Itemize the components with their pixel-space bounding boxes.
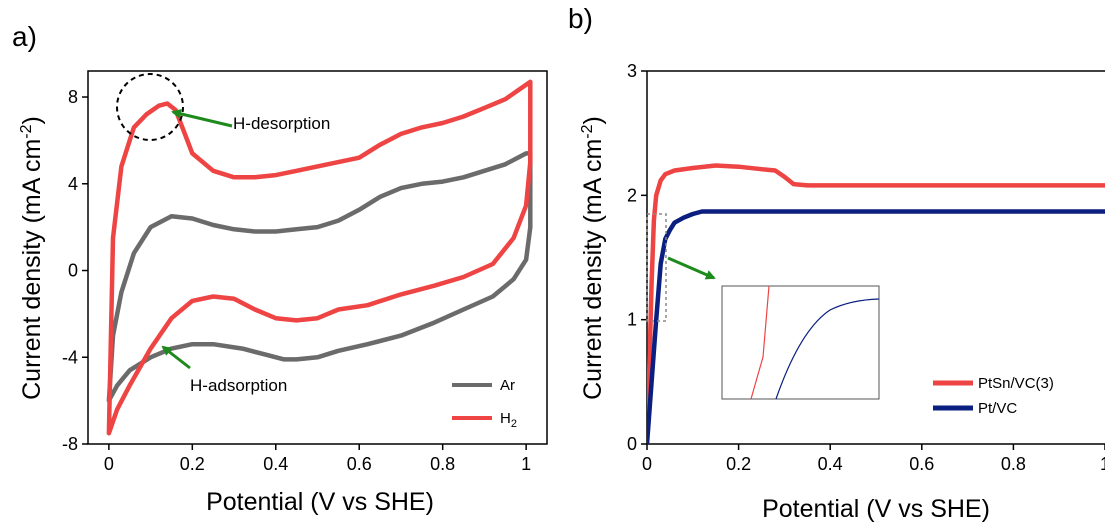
- zoom-region-box: [646, 213, 667, 322]
- panel-b-y-tick-label: 2: [627, 185, 637, 205]
- panel-a-x-axis-label: Potential (V vs SHE): [206, 488, 434, 516]
- zoom-inset: [721, 285, 880, 400]
- legend-h2-label: H2: [500, 410, 517, 430]
- panel-a-label: a): [12, 21, 37, 52]
- panel-a-y-axis-label: Current density (mA cm-2): [18, 116, 46, 400]
- panel-a-y-tick-label: 4: [68, 174, 78, 194]
- panel-a-series-ar: [106, 151, 533, 403]
- desorption-dashed-circle: [116, 73, 184, 141]
- panel-b-x-tick-label: 0.2: [726, 454, 751, 474]
- panel-b-x-tick-label: 1: [1100, 454, 1105, 474]
- panel-b-x-tick-label: 0: [642, 454, 652, 474]
- panel-b-x-tick-label: 0.4: [818, 454, 843, 474]
- panel-a-x-tick-label: 0.8: [430, 454, 455, 474]
- zoom-inset-pt-line: [775, 298, 880, 400]
- desorption-arrow: [171, 108, 233, 128]
- legend-ptsn-label: PtSn/VC(3): [978, 375, 1054, 392]
- panel-b-y-tick-label: 1: [627, 310, 637, 330]
- panel-a-legend: Ar H2: [452, 377, 517, 430]
- panel-b-x-tick-label: 0.6: [909, 454, 934, 474]
- panel-b-y-tick-label: 3: [627, 61, 637, 81]
- panel-a-y-tick-label: 0: [68, 261, 78, 281]
- adsorption-annotation: H-adsorption: [190, 376, 287, 395]
- panel-a-x-tick-label: 0: [104, 454, 114, 474]
- panel-b-label: b): [568, 3, 593, 34]
- panel-b-x-axis-label: Potential (V vs SHE): [762, 495, 990, 523]
- panel-a-y-tick-label: 8: [68, 87, 78, 107]
- legend-ar-label: Ar: [500, 377, 515, 394]
- zoom-inset-ptsn-line: [750, 285, 770, 400]
- zoom-arrow: [667, 256, 716, 280]
- panel-b-y-tick-label: 0: [627, 434, 637, 454]
- panel-a-x-tick-label: 0.6: [347, 454, 372, 474]
- adsorption-arrow: [161, 345, 191, 370]
- panel-b-series-ptsn-vc-3-: [647, 163, 1105, 444]
- panel-a-y-tick-label: -8: [62, 434, 78, 454]
- panel-a-plot-frame: [87, 70, 548, 445]
- desorption-annotation: H-desorption: [233, 114, 330, 133]
- panel-b-legend: PtSn/VC(3) Pt/VC: [933, 375, 1054, 417]
- panel-a-x-tick-label: 0.2: [180, 454, 205, 474]
- panel-b-x-tick-label: 0.8: [1001, 454, 1026, 474]
- zoom-inset-frame: [721, 285, 880, 400]
- panel-a-x-tick-label: 1: [521, 454, 531, 474]
- panel-a-series-h2: [106, 79, 533, 436]
- legend-pt-label: Pt/VC: [978, 400, 1017, 417]
- panel-a-x-tick-label: 0.4: [263, 454, 288, 474]
- panel-b-series-pt-vc: [647, 209, 1105, 444]
- panel-b-y-axis-label: Current density (mA cm-2): [579, 116, 607, 400]
- panel-a-y-tick-label: -4: [62, 347, 78, 367]
